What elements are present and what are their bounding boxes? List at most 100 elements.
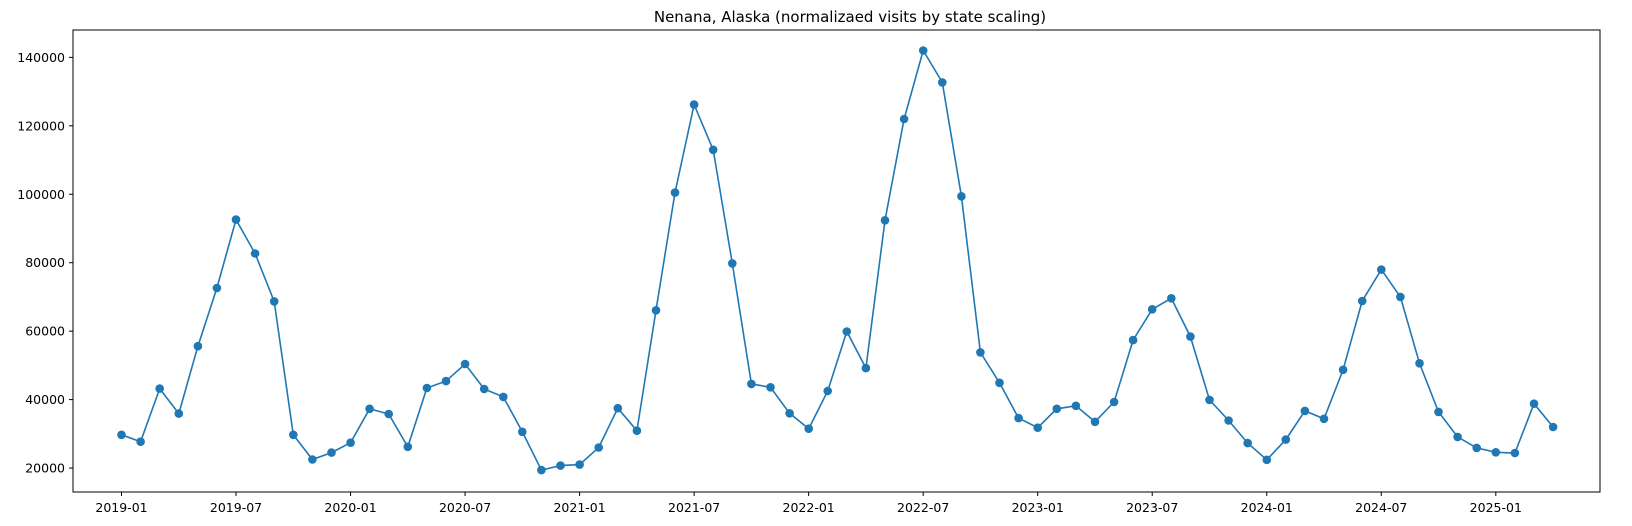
data-point	[269, 297, 279, 306]
data-point	[1300, 406, 1310, 416]
data-point	[346, 438, 355, 448]
y-tick-label: 20000	[25, 461, 65, 476]
data-point	[613, 403, 623, 413]
data-point	[1090, 417, 1100, 427]
data-point	[403, 442, 413, 452]
data-point	[785, 409, 794, 418]
data-point	[804, 424, 813, 434]
data-point	[670, 188, 680, 197]
data-point	[1033, 423, 1042, 433]
data-point	[1281, 435, 1291, 444]
data-point	[308, 455, 317, 464]
data-point	[1453, 432, 1462, 442]
x-tick-label: 2022-01	[783, 500, 835, 515]
data-point	[823, 386, 832, 396]
data-point	[1377, 265, 1386, 274]
x-tick-label: 2019-01	[95, 500, 147, 515]
y-tick-label: 100000	[17, 187, 65, 202]
data-point	[747, 379, 756, 389]
y-tick-label: 60000	[25, 324, 65, 339]
series-line	[121, 48, 1554, 472]
data-point	[155, 384, 164, 393]
data-point	[193, 341, 203, 351]
data-point	[422, 383, 432, 393]
data-point	[1014, 413, 1023, 423]
data-point	[1396, 292, 1405, 302]
data-point	[728, 259, 737, 268]
data-point	[1052, 404, 1062, 414]
axes-frame	[72, 29, 1601, 493]
data-point	[1434, 407, 1443, 417]
x-tick-label: 2023-01	[1012, 500, 1064, 515]
data-point	[365, 404, 374, 414]
data-point	[1262, 455, 1272, 465]
data-point	[1243, 438, 1252, 448]
data-point	[938, 78, 947, 87]
data-point	[1491, 448, 1501, 457]
x-tick-label: 2024-07	[1355, 500, 1407, 515]
data-point	[1548, 422, 1558, 432]
data-point	[289, 430, 298, 440]
data-point	[384, 409, 394, 419]
data-point	[957, 192, 966, 201]
data-point	[1071, 401, 1081, 411]
data-point	[460, 359, 470, 369]
y-axis: 20000 40000 60000 80000 100000 120000 140000	[17, 50, 73, 476]
data-point	[499, 392, 508, 402]
data-point	[1167, 294, 1176, 303]
data-point	[518, 427, 527, 437]
data-point	[212, 283, 222, 293]
data-point	[594, 443, 603, 452]
y-tick-label: 80000	[25, 255, 65, 270]
plot-area	[117, 46, 1558, 475]
y-tick-label: 120000	[17, 118, 65, 133]
chart-title: Nenana, Alaska (normalizaed visits by st…	[654, 8, 1046, 26]
data-point	[1415, 359, 1424, 368]
data-point	[1128, 335, 1138, 345]
data-point	[479, 384, 489, 394]
data-point	[1319, 414, 1329, 424]
data-point	[117, 430, 126, 440]
x-tick-label: 2024-01	[1241, 500, 1293, 515]
data-point	[1510, 448, 1520, 458]
x-tick-label: 2025-01	[1470, 500, 1522, 515]
data-point	[136, 437, 145, 447]
data-point	[995, 378, 1004, 388]
data-point	[880, 216, 890, 225]
data-point	[327, 448, 336, 457]
data-point	[689, 100, 699, 109]
data-point	[231, 215, 241, 224]
data-point	[1472, 443, 1481, 453]
x-axis: 2019-01 2019-07 2020-01 2020-07 2021-01 2021-…	[95, 492, 1522, 515]
data-point	[1186, 332, 1195, 341]
data-point	[441, 376, 451, 386]
data-point	[1147, 305, 1157, 314]
data-point	[1357, 296, 1367, 306]
x-tick-label: 2021-01	[553, 500, 605, 515]
data-point	[708, 145, 718, 155]
data-point	[918, 46, 928, 55]
data-point	[651, 306, 661, 315]
data-point	[575, 460, 584, 469]
data-point	[1205, 395, 1214, 405]
data-point	[537, 465, 546, 475]
data-point	[1109, 397, 1119, 407]
data-point	[766, 383, 775, 392]
data-point	[861, 363, 871, 373]
x-tick-label: 2022-07	[897, 500, 949, 515]
data-point	[1338, 365, 1348, 375]
y-tick-label: 40000	[25, 392, 65, 407]
data-point	[1224, 416, 1233, 425]
data-point	[174, 409, 184, 418]
data-point	[899, 114, 909, 124]
data-point	[250, 249, 260, 258]
x-tick-label: 2020-07	[439, 500, 491, 515]
data-point	[976, 348, 985, 357]
data-point	[842, 327, 852, 336]
y-tick-label: 140000	[17, 50, 65, 65]
x-tick-label: 2019-07	[210, 500, 262, 515]
data-point	[632, 426, 642, 436]
x-tick-label: 2023-07	[1126, 500, 1178, 515]
x-tick-label: 2021-07	[668, 500, 720, 515]
